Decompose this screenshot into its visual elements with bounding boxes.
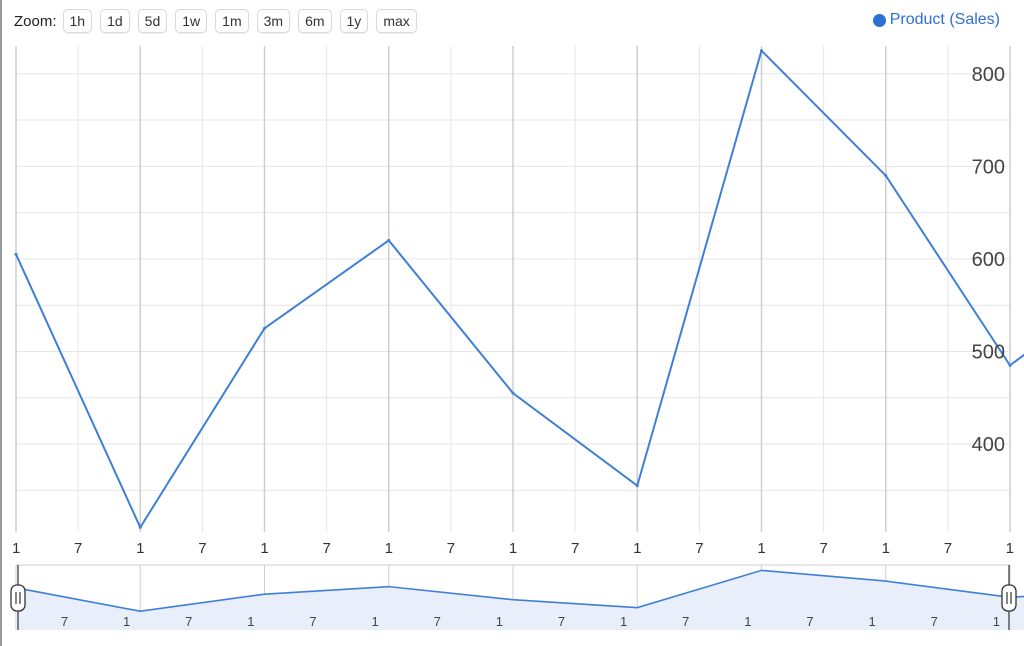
data-point (138, 525, 142, 529)
navigator-tick-label: 1 (993, 614, 1000, 629)
data-point (884, 174, 888, 178)
navigator-tick-label: 7 (931, 614, 938, 629)
navigator-right-handle[interactable] (1001, 565, 1017, 630)
data-point (263, 326, 266, 330)
zoom-1h-button[interactable]: 1h (62, 9, 93, 33)
data-point (1008, 363, 1012, 367)
x-tick-label: 1 (385, 540, 393, 557)
x-tick-label: 7 (198, 540, 206, 557)
data-point (635, 484, 639, 488)
navigator-tick-label: 1 (869, 614, 876, 629)
legend-dot-icon (872, 13, 886, 27)
zoom-label: Zoom: (14, 12, 57, 30)
navigator-tick-label: 7 (806, 614, 813, 629)
zoom-3m-button[interactable]: 3m (256, 9, 291, 33)
navigator-tick-label: 1 (372, 614, 379, 629)
data-point (387, 238, 391, 242)
grid (15, 46, 1011, 532)
navigator-tick-label: 1 (247, 614, 254, 629)
legend[interactable]: Product (Sales) (872, 9, 1000, 31)
y-tick-label: 700 (972, 156, 1005, 178)
handle-grip[interactable] (10, 584, 26, 612)
legend-label: Product (Sales) (889, 11, 1000, 28)
x-tick-label: 7 (944, 540, 952, 557)
data-point (760, 49, 763, 53)
navigator-tick-label: 7 (558, 614, 565, 629)
data-point (511, 391, 515, 395)
zoom-1y-button[interactable]: 1y (339, 9, 369, 33)
y-tick-label: 500 (972, 341, 1005, 363)
zoom-6m-button[interactable]: 6m (298, 9, 332, 33)
navigator-tick-label: 7 (61, 614, 68, 629)
zoom-1m-button[interactable]: 1m (215, 9, 249, 33)
x-tick-label: 7 (74, 540, 82, 557)
navigator-tick-label: 7 (682, 614, 689, 629)
x-tick-label: 1 (136, 540, 144, 557)
navigator-tick-label: 7 (309, 614, 316, 629)
x-tick-label: 1 (12, 540, 20, 557)
x-tick-label: 1 (633, 540, 641, 557)
navigator-left-handle[interactable] (10, 565, 26, 630)
data-point (14, 252, 18, 256)
zoom-5d-button[interactable]: 5d (137, 9, 168, 33)
navigator-tick-label: 7 (434, 614, 441, 629)
navigator-tick-label: 7 (185, 614, 192, 629)
navigator-line (15, 569, 1024, 613)
x-tick-label: 7 (571, 540, 579, 557)
zoom-bar: Zoom: 1h 1d 5d 1w 1m 3m 6m 1y max (14, 8, 425, 34)
navigator-tick-label: 1 (620, 614, 627, 629)
zoom-1w-button[interactable]: 1w (175, 9, 208, 33)
x-tick-label: 1 (882, 540, 890, 557)
series-line-product-sales (15, 48, 1024, 530)
navigator-tick-label: 1 (744, 614, 751, 629)
navigator-tick-label: 1 (496, 614, 503, 629)
range-navigator[interactable]: 7 1 7 1 7 1 7 1 7 1 7 1 7 1 7 1 (10, 564, 1024, 630)
x-tick-label: 7 (447, 540, 455, 557)
x-tick-label: 7 (322, 540, 330, 557)
y-tick-label: 400 (972, 434, 1005, 456)
zoom-max-button[interactable]: max (376, 9, 417, 33)
x-tick-label: 7 (819, 540, 827, 557)
y-tick-label: 600 (972, 249, 1005, 271)
x-axis: 1 7 1 7 1 7 1 7 1 7 1 7 1 7 1 7 1 (12, 540, 1014, 557)
x-tick-label: 7 (695, 540, 703, 557)
handle-grip[interactable] (1001, 584, 1017, 612)
navigator-tick-label: 1 (123, 614, 130, 629)
x-tick-label: 1 (757, 540, 765, 557)
y-axis: 400 500 600 700 800 (972, 64, 1005, 456)
x-tick-label: 1 (509, 540, 517, 557)
zoom-1d-button[interactable]: 1d (100, 9, 130, 33)
x-tick-label: 1 (1006, 540, 1014, 557)
y-tick-label: 800 (972, 64, 1005, 86)
x-tick-label: 1 (260, 540, 268, 557)
series (14, 48, 1024, 530)
